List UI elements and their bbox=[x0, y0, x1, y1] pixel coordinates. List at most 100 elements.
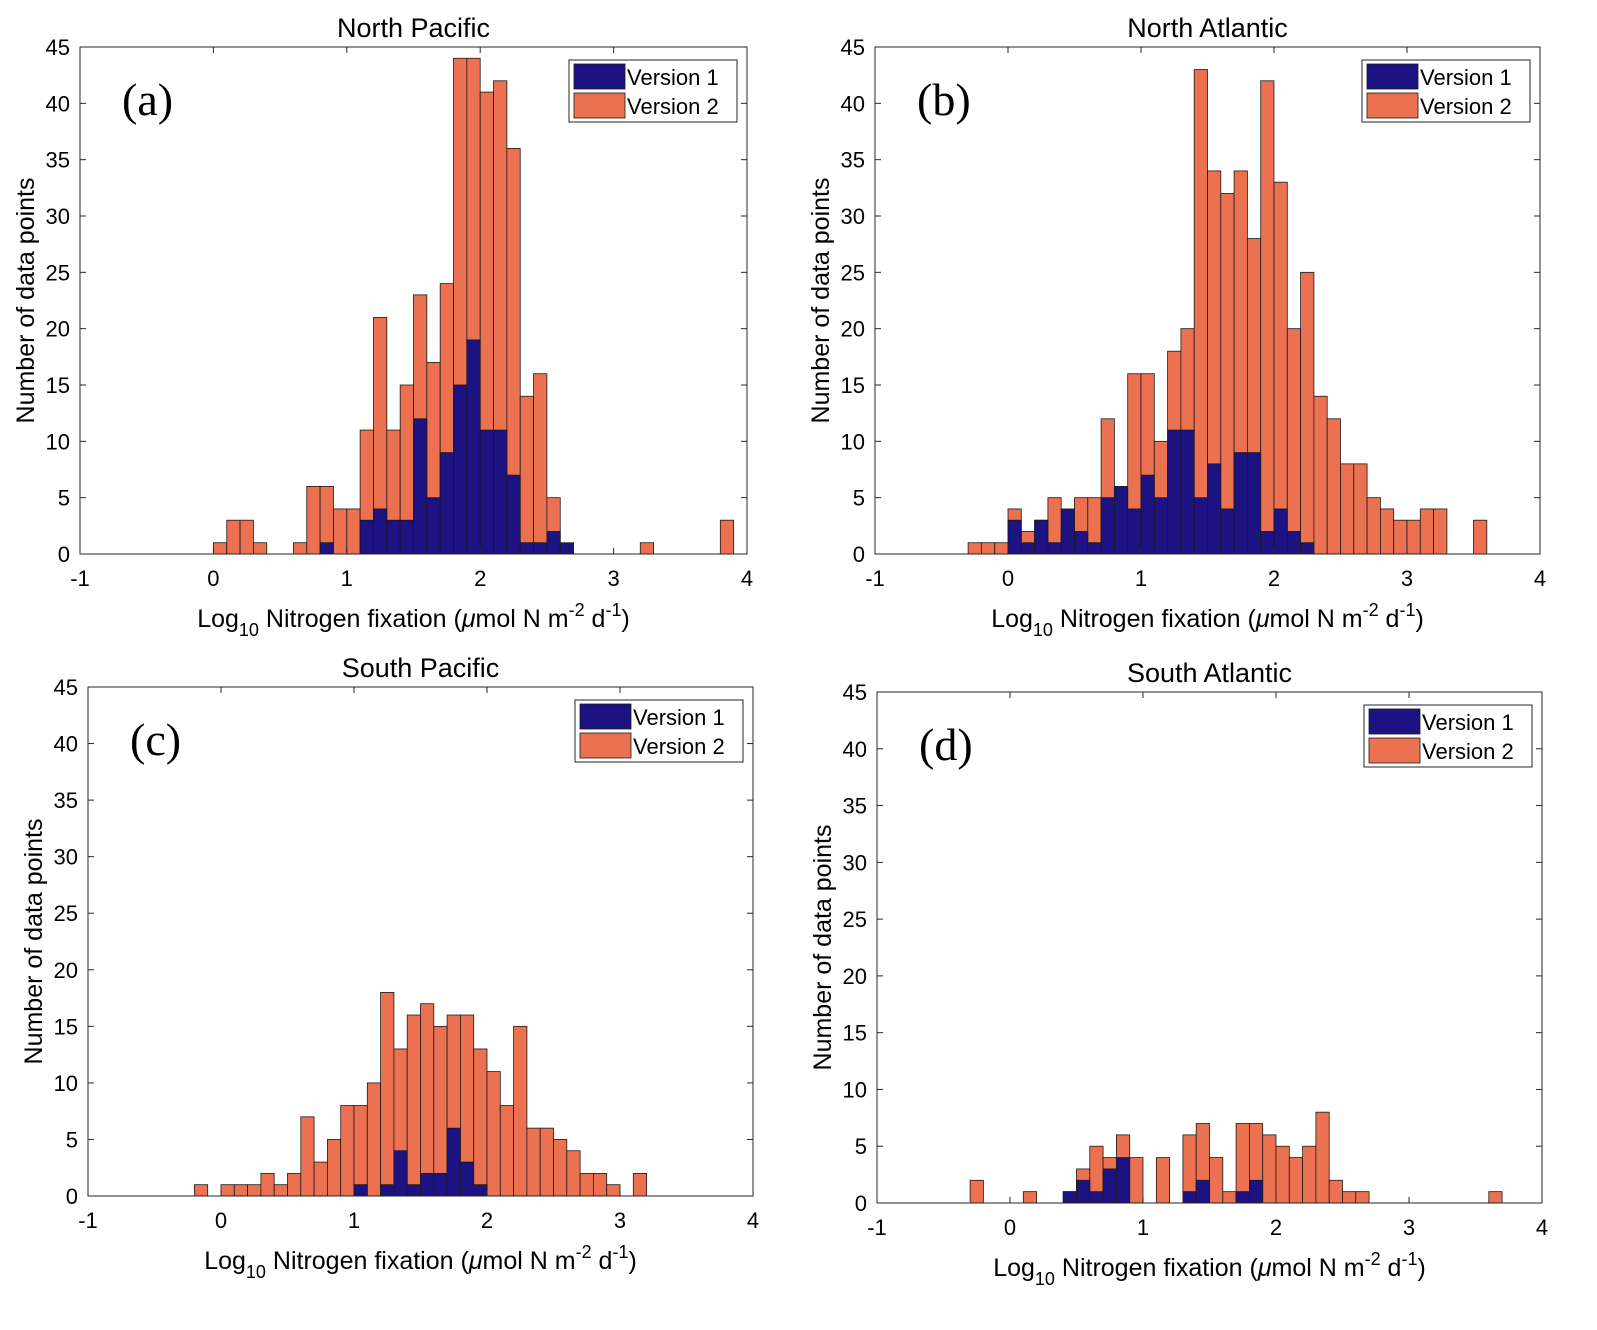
bar-v1 bbox=[1007, 519, 1022, 555]
bar-v1 bbox=[373, 508, 388, 555]
panel-letter: (d) bbox=[919, 719, 973, 770]
y-tick-label: 0 bbox=[853, 542, 865, 567]
bar-v2 bbox=[220, 1184, 235, 1197]
y-tick-label: 15 bbox=[54, 1014, 78, 1039]
bar-v2 bbox=[1235, 1123, 1250, 1204]
chart-title: North Atlantic bbox=[1127, 13, 1288, 43]
bar-v1 bbox=[493, 429, 508, 555]
bar-v2 bbox=[513, 1025, 528, 1197]
bar-v1 bbox=[1220, 508, 1235, 555]
bar-v2 bbox=[1340, 463, 1355, 555]
bar-v2 bbox=[1380, 508, 1395, 555]
legend: Version 1 Version 2 bbox=[1361, 59, 1531, 123]
bar-v2 bbox=[260, 1172, 275, 1197]
bar-v2 bbox=[593, 1172, 608, 1197]
x-tick-label: 4 bbox=[741, 566, 753, 591]
y-tick-label: 20 bbox=[54, 958, 78, 983]
bar-v2 bbox=[406, 1014, 421, 1197]
bar-v1 bbox=[1102, 1168, 1117, 1204]
x-tick-label: 3 bbox=[607, 566, 619, 591]
y-tick-label: 0 bbox=[855, 1191, 867, 1216]
bar-v1 bbox=[1167, 429, 1182, 555]
x-tick-label: 4 bbox=[1536, 1215, 1548, 1240]
bar-v1 bbox=[1113, 485, 1129, 555]
x-tick-label: -1 bbox=[70, 566, 90, 591]
bar-v1 bbox=[1235, 1191, 1250, 1204]
bar-v2 bbox=[632, 1172, 647, 1197]
bar-v1 bbox=[319, 542, 334, 555]
bar-v2 bbox=[346, 508, 361, 555]
bar-v1 bbox=[1207, 463, 1222, 555]
y-tick-label: 45 bbox=[54, 675, 78, 700]
bar-v2 bbox=[1193, 69, 1208, 555]
axes-box bbox=[874, 46, 1541, 555]
bar-v2 bbox=[473, 1048, 488, 1197]
bar-v2 bbox=[980, 542, 996, 555]
y-tick-label: 25 bbox=[841, 260, 865, 285]
x-tick-label: 4 bbox=[1534, 566, 1546, 591]
bar-v2 bbox=[519, 395, 534, 555]
bar-v2 bbox=[1353, 463, 1368, 555]
y-tick-label: 35 bbox=[841, 148, 865, 173]
y-tick-label: 45 bbox=[843, 680, 867, 705]
bar-v1 bbox=[413, 418, 428, 555]
bar-v2 bbox=[293, 542, 308, 555]
x-tick-label: -1 bbox=[78, 1208, 98, 1233]
legend-swatch-v1 bbox=[579, 703, 632, 730]
legend-swatch-v1 bbox=[573, 63, 626, 90]
legend: Version 1 Version 2 bbox=[574, 699, 744, 763]
y-tick-label: 40 bbox=[54, 732, 78, 757]
y-tick-label: 40 bbox=[843, 737, 867, 762]
bar-v1 bbox=[453, 384, 468, 555]
bar-v2 bbox=[539, 1127, 554, 1197]
bar-v1 bbox=[1074, 531, 1089, 555]
bar-v2 bbox=[719, 519, 735, 555]
chart-title: South Pacific bbox=[342, 653, 500, 683]
bar-v2 bbox=[226, 519, 241, 555]
bar-v2 bbox=[333, 508, 348, 555]
legend: Version 1 Version 2 bbox=[1363, 704, 1533, 768]
bar-v2 bbox=[1155, 1157, 1170, 1204]
axes-box bbox=[79, 46, 748, 555]
legend-label: Version 1 bbox=[1420, 65, 1512, 90]
y-tick-label: 35 bbox=[46, 148, 70, 173]
legend-label: Version 1 bbox=[627, 65, 719, 90]
bar-v1 bbox=[473, 1184, 488, 1197]
bar-v1 bbox=[1260, 531, 1275, 555]
y-tick-label: 20 bbox=[843, 964, 867, 989]
y-tick-label: 0 bbox=[66, 1184, 78, 1209]
legend-swatch-v2 bbox=[1368, 737, 1421, 764]
axes-box bbox=[87, 686, 754, 1197]
axes-box bbox=[876, 691, 1543, 1204]
bar-v1 bbox=[533, 542, 548, 555]
x-tick-label: 1 bbox=[348, 1208, 360, 1233]
x-tick-label: 2 bbox=[1270, 1215, 1282, 1240]
bar-v2 bbox=[967, 542, 982, 555]
bar-v2 bbox=[1288, 1157, 1303, 1204]
legend-swatch-v2 bbox=[579, 732, 632, 759]
y-tick-label: 5 bbox=[855, 1134, 867, 1159]
legend-label: Version 1 bbox=[633, 705, 725, 730]
x-tick-label: 1 bbox=[1137, 1215, 1149, 1240]
y-tick-label: 40 bbox=[841, 91, 865, 116]
bar-v1 bbox=[1195, 1179, 1210, 1204]
bar-v1 bbox=[1076, 1179, 1091, 1204]
y-tick-label: 40 bbox=[46, 91, 70, 116]
x-tick-label: 4 bbox=[747, 1208, 759, 1233]
legend-swatch-v1 bbox=[1368, 708, 1421, 735]
bar-v2 bbox=[273, 1184, 288, 1197]
y-tick-label: 20 bbox=[841, 317, 865, 342]
panel-letter: (a) bbox=[122, 74, 173, 125]
y-tick-label: 30 bbox=[841, 204, 865, 229]
bar-v2 bbox=[1326, 418, 1341, 555]
bar-v1 bbox=[439, 452, 454, 555]
bar-v1 bbox=[1062, 1191, 1077, 1204]
y-tick-label: 45 bbox=[46, 35, 70, 60]
bar-v2 bbox=[239, 519, 254, 555]
bar-v1 bbox=[1034, 519, 1049, 555]
bar-v1 bbox=[406, 1184, 421, 1197]
y-tick-label: 0 bbox=[58, 542, 70, 567]
bar-v2 bbox=[566, 1150, 581, 1197]
